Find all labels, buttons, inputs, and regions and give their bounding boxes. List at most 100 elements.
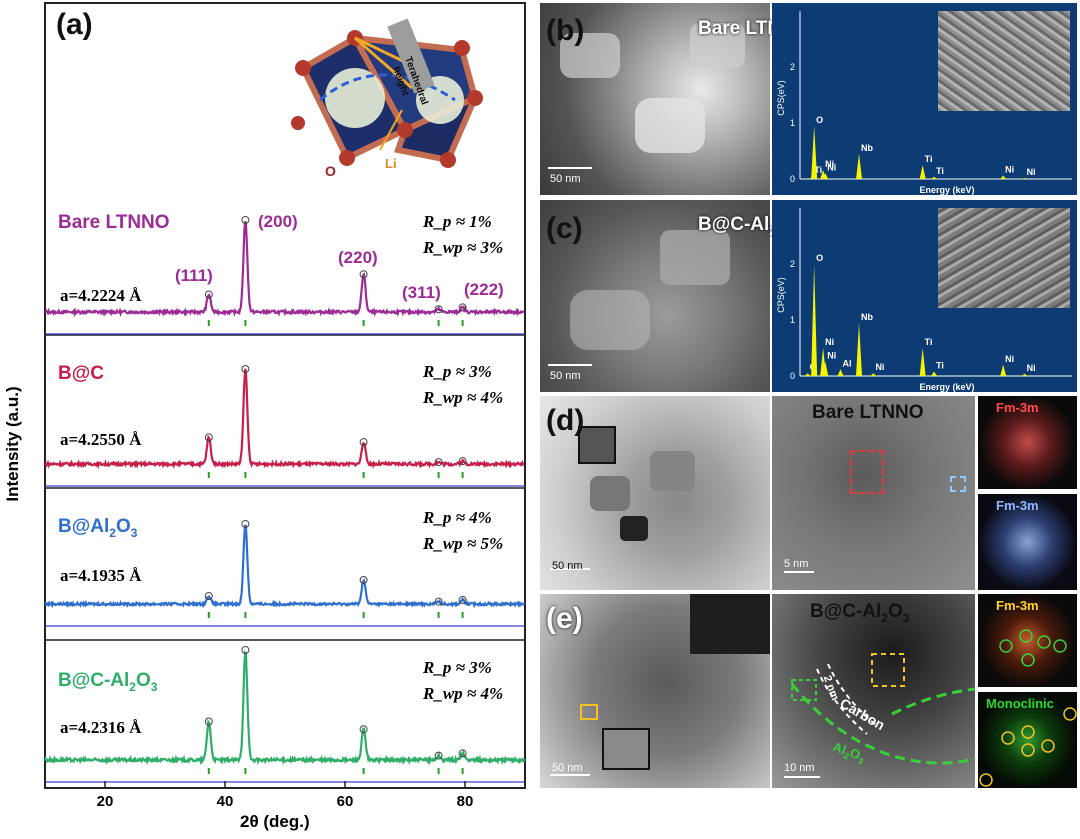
eds-peak-label: Nb [861, 312, 873, 322]
eds-peak [822, 361, 829, 376]
eds-peak [811, 264, 818, 376]
eds-peak [804, 373, 811, 376]
oxygen-label: O [325, 163, 336, 179]
xrd-peak-marker [434, 458, 443, 467]
miller-222: (222) [464, 280, 504, 299]
eds-map-inset-b [938, 11, 1070, 111]
xrd-peak-marker [434, 751, 443, 760]
miller-111: (111) [175, 266, 213, 285]
hrtem-e-overlay [790, 653, 975, 765]
rwp-bcal2o3: R_wp ≈ 4% [423, 684, 504, 703]
eds-peak-label: Ti [936, 166, 944, 176]
eds-peak-label: Ni [875, 362, 884, 372]
eds-peak-label: Ni [1005, 165, 1014, 175]
fft-e-bottom-spots [979, 707, 1077, 787]
xrd-peak-marker [434, 305, 443, 314]
fft-e-top: Fm-3m [978, 594, 1077, 687]
x-tick-label: 80 [457, 793, 474, 810]
xrd-pattern-3 [43, 650, 526, 766]
xrd-figure: 20 40 60 80 Terahedral height O Li [43, 2, 526, 810]
rp-bcal2o3: R_p ≈ 3% [423, 658, 492, 677]
eds-peak [856, 153, 863, 179]
eds-y-label: CPS(eV) [776, 277, 786, 313]
xrd-peak-marker [359, 725, 368, 734]
miller-220: (220) [338, 248, 378, 267]
eds-peak [1021, 177, 1028, 179]
rwp-bc: R_wp ≈ 4% [423, 388, 504, 407]
xrd-peak-marker [241, 365, 250, 373]
fft-d-top-label: Fm-3m [996, 400, 1039, 415]
eds-peak [811, 125, 818, 179]
eds-peak-label: Ni [1027, 167, 1036, 177]
sample-name-bc: B@C [58, 363, 104, 384]
fft-e-bottom: Monoclinic [978, 692, 1077, 788]
eds-peak-label: O [816, 115, 823, 125]
xrd-peak-marker [434, 597, 443, 606]
miller-311: (311) [402, 283, 441, 302]
eds-peak [870, 373, 877, 376]
lattice-param-bal2o3: a=4.1935 Å [60, 566, 142, 585]
panel-a-label: (a) [56, 8, 93, 41]
fft-e-top-label: Fm-3m [996, 598, 1039, 613]
rp-bal2o3: R_p ≈ 4% [423, 508, 492, 527]
eds-spectrum-bare: 0 1 2 CPS(eV) Energy (keV) Ti O Ni Ni Nb Ti Ti Ni Ni [772, 3, 1077, 195]
eds-peak [1000, 364, 1007, 376]
miller-200: (200) [258, 212, 298, 231]
scalebar-e-mid: 10 nm [784, 762, 815, 774]
rwp-bal2o3: R_wp ≈ 5% [423, 534, 504, 553]
eds-peak-label: Ti [936, 361, 944, 371]
x-axis-label: 2θ (deg.) [240, 812, 310, 832]
eds-peak [1021, 373, 1028, 376]
xrd-pattern-0 [44, 221, 525, 318]
eds-peak [931, 176, 938, 179]
xrd-peak-marker [458, 596, 467, 604]
eds-x-label: Energy (keV) [919, 382, 974, 392]
panel-c-label: (c) [546, 212, 583, 245]
xrd-peak-marker [359, 270, 368, 279]
eds-peak-label: Ti [925, 337, 933, 347]
panel-e-title: B@C-Al2O3 [810, 601, 910, 625]
scalebar-c: 50 nm [550, 370, 581, 382]
sample-name-bal2o3: B@Al2O3 [58, 516, 138, 540]
xrd-pattern-2 [44, 524, 526, 609]
eds-peak-label: Ni [825, 159, 834, 169]
eds-y-tick-label: 0 [790, 371, 795, 381]
eds-peak [1000, 175, 1007, 179]
scalebar-e-left: 50 nm [552, 762, 583, 774]
scalebar-d-mid: 5 nm [784, 558, 809, 570]
eds-x-label: Energy (keV) [919, 185, 974, 195]
x-tick-label: 40 [217, 793, 234, 810]
xrd-peak-marker [204, 592, 213, 600]
eds-peak [822, 173, 829, 179]
lithium-label: Li [385, 156, 397, 171]
hrtem-bare: 5 nm [772, 396, 975, 590]
eds-y-label: CPS(eV) [776, 80, 786, 116]
sample-name-bare: Bare LTNNO [58, 212, 170, 233]
lattice-param-bcal2o3: a=4.2316 Å [60, 718, 142, 737]
xrd-peak-marker [241, 646, 250, 654]
xrd-peak-marker [241, 520, 250, 528]
eds-peak-label: Ti [814, 165, 822, 175]
scalebar-d-left: 50 nm [552, 560, 583, 572]
tem-lowmag-bare: 50 nm [540, 396, 770, 590]
rp-bc: R_p ≈ 3% [423, 362, 492, 381]
xrd-peak-marker [241, 216, 250, 224]
eds-y-tick-label: 1 [790, 315, 795, 325]
tem-lowmag-bcal2o3: 50 nm [540, 594, 770, 788]
eds-peak [856, 322, 863, 376]
hrtem-bcal2o3: 2 nm Carbon Al2O3 10 nm [772, 594, 975, 788]
rwp-bare: R_wp ≈ 3% [423, 238, 504, 257]
panel-e-label: (e) [546, 602, 583, 635]
eds-y-tick-label: 2 [790, 259, 795, 269]
xrd-peak-marker [204, 290, 213, 299]
xrd-peak-marker [458, 749, 467, 758]
panel-d-title: Bare LTNNO [812, 402, 924, 423]
eds-map-inset-c [938, 208, 1070, 308]
panel-a: 20 40 60 80 Terahedral height O Li (a) [0, 0, 532, 839]
lattice-param-bare: a=4.2224 Å [60, 286, 142, 305]
panel-b-label: (b) [546, 14, 585, 47]
xrd-peak-marker [458, 303, 467, 312]
scalebar-b: 50 nm [550, 173, 581, 185]
